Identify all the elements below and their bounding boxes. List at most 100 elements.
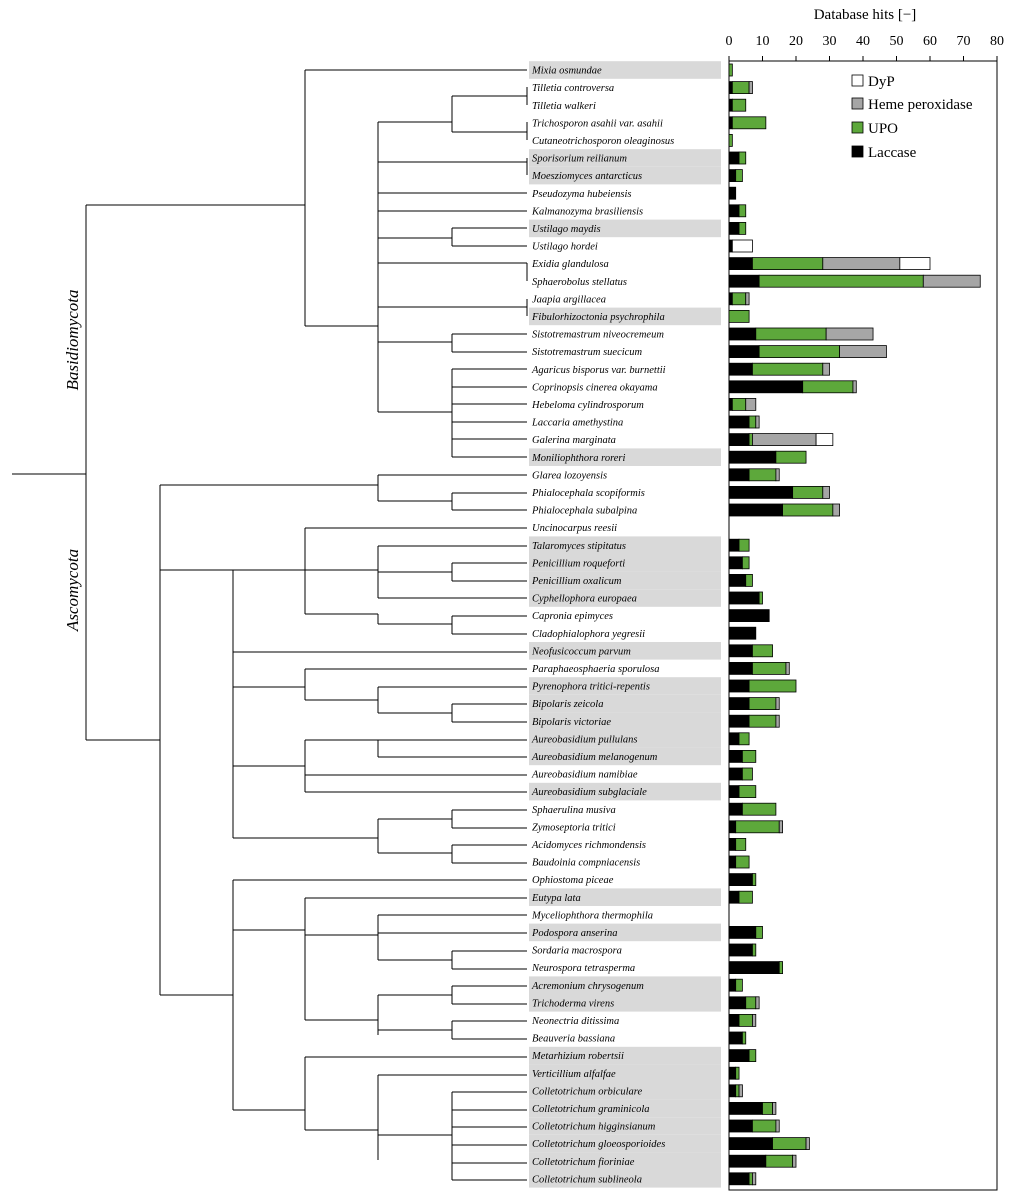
- species-label-beauveria-bassiana: Beauveria bassiana: [532, 1034, 615, 1045]
- bar-penicillium-oxalicum-laccase: [728, 574, 747, 587]
- highlight-sporisorium-reilianum: [529, 149, 721, 167]
- species-labels: Mixia osmundae Tilletia controversa Tillet…: [531, 66, 674, 1186]
- bar-trichoderma-virens-upo: [745, 996, 757, 1010]
- species-label-sordaria-macrospora: Sordaria macrospora: [532, 946, 622, 957]
- bar-sporisorium-reilianum-upo: [738, 151, 747, 165]
- bar-tilletia-walkeri-upo: [731, 98, 747, 112]
- bar-paraphaeosphaeria-sporulosa-upo: [752, 662, 787, 675]
- highlight-podospora-anserina: [529, 923, 721, 942]
- species-label-colletotrichum-gloeosporioides: Colletotrichum gloeosporioides: [532, 1139, 665, 1150]
- species-label-penicillium-oxalicum: Penicillium oxalicum: [531, 576, 622, 587]
- bar-colletotrichum-higginsianum-upo: [752, 1119, 777, 1133]
- bar-moniliophthora-roreri-laccase: [728, 450, 777, 464]
- bar-hebeloma-cylindrosporum-heme-peroxidase: [745, 397, 757, 411]
- highlight-bipolaris-victoriae: [529, 712, 721, 730]
- bar-penicillium-roqueforti-upo: [742, 556, 750, 570]
- bar-jaapia-argillacea-heme-peroxidase: [745, 292, 750, 306]
- species-label-moesziomyces-antarcticus: Moesziomyces antarcticus: [531, 171, 642, 182]
- species-label-colletotrichum-orbiculare: Colletotrichum orbiculare: [532, 1086, 642, 1097]
- bar-cutaneotrichosporon-oleaginosus-upo: [728, 133, 733, 147]
- highlight-trichoderma-virens: [529, 994, 721, 1012]
- bar-sphaerobolus-stellatus-laccase: [728, 274, 760, 288]
- species-label-colletotrichum-higginsianum: Colletotrichum higginsianum: [532, 1122, 656, 1133]
- bar-kalmanozyma-brasiliensis-laccase: [728, 204, 740, 218]
- phylum-label-ascomycota: Ascomycota: [63, 549, 82, 632]
- bar-verticillium-alfalfae-upo: [735, 1066, 740, 1080]
- bar-phialocephala-scopiformis-upo: [792, 485, 824, 499]
- legend-swatch-heme-peroxidase: [851, 97, 864, 110]
- highlight-aureobasidium-subglaciale: [529, 782, 721, 801]
- bar-trichosporon-asahii-var-asahii-upo: [731, 116, 767, 130]
- bar-colletotrichum-sublineola-laccase: [728, 1172, 750, 1186]
- bar-hebeloma-cylindrosporum-upo: [731, 397, 747, 411]
- bar-penicillium-oxalicum-upo: [745, 574, 753, 587]
- species-label-talaromyces-stipitatus: Talaromyces stipitatus: [532, 541, 626, 552]
- species-label-podospora-anserina: Podospora anserina: [531, 928, 617, 939]
- bar-aureobasidium-pullulans-laccase: [728, 732, 740, 746]
- species-label-kalmanozyma-brasiliensis: Kalmanozyma brasiliensis: [531, 206, 643, 217]
- bar-aureobasidium-subglaciale-upo: [738, 785, 757, 798]
- bar-colletotrichum-fioriniae-laccase: [728, 1154, 767, 1168]
- bar-aureobasidium-pullulans-upo: [738, 732, 750, 746]
- legend-label-laccase: Laccase: [868, 145, 917, 161]
- bar-phialocephala-scopiformis-heme-peroxidase: [822, 485, 830, 499]
- bar-eutypa-lata-laccase: [728, 890, 740, 904]
- species-label-trichoderma-virens: Trichoderma virens: [532, 998, 614, 1009]
- bar-tilletia-walkeri-laccase: [728, 98, 733, 112]
- bar-verticillium-alfalfae-laccase: [728, 1066, 737, 1080]
- species-label-tilletia-controversa: Tilletia controversa: [532, 83, 614, 94]
- bar-neofusicoccum-parvum-upo: [752, 644, 773, 658]
- species-label-cutaneotrichosporon-oleaginosus: Cutaneotrichosporon oleaginosus: [532, 136, 674, 147]
- bar-podospora-anserina-upo: [755, 926, 763, 939]
- bar-tilletia-controversa-laccase: [728, 81, 733, 94]
- bar-jaapia-argillacea-upo: [731, 292, 747, 306]
- phylogenetic-tree: [12, 69, 528, 1181]
- stacked-bars: [728, 63, 981, 1186]
- bar-aureobasidium-namibiae-upo: [742, 767, 753, 781]
- bar-neurospora-tetrasperma-laccase: [728, 961, 780, 974]
- bar-pyrenophora-tritici-repentis-laccase: [728, 679, 750, 693]
- bar-neurospora-tetrasperma-upo: [778, 961, 783, 974]
- bar-fibulorhizoctonia-psychrophila-upo: [728, 309, 750, 323]
- species-label-colletotrichum-fioriniae: Colletotrichum fioriniae: [532, 1157, 635, 1168]
- bar-ustilago-hordei-dyp: [731, 239, 753, 253]
- species-label-neofusicoccum-parvum: Neofusicoccum parvum: [531, 646, 631, 657]
- species-label-agaricus-bisporus-var-burnettii: Agaricus bisporus var. burnettii: [531, 365, 666, 376]
- species-label-phialocephala-subalpina: Phialocephala subalpina: [531, 506, 637, 517]
- plot-frame: [728, 60, 998, 1191]
- bar-tilletia-controversa-heme-peroxidase: [748, 81, 753, 94]
- species-label-paraphaeosphaeria-sporulosa: Paraphaeosphaeria sporulosa: [531, 664, 659, 675]
- highlight-colletotrichum-fioriniae: [529, 1152, 721, 1170]
- bar-zymoseptoria-tritici-heme-peroxidase: [778, 820, 783, 834]
- species-label-ustilago-hordei: Ustilago hordei: [532, 242, 598, 253]
- species-label-aureobasidium-namibiae: Aureobasidium namibiae: [531, 770, 638, 781]
- species-label-neonectria-ditissima: Neonectria ditissima: [531, 1016, 619, 1027]
- bar-moesziomyces-antarcticus-upo: [735, 169, 743, 183]
- bar-talaromyces-stipitatus-upo: [738, 538, 750, 552]
- species-label-ustilago-maydis: Ustilago maydis: [532, 224, 601, 235]
- species-label-zymoseptoria-tritici: Zymoseptoria tritici: [532, 822, 616, 833]
- bar-colletotrichum-orbiculare-upo: [735, 1084, 740, 1098]
- bar-metarhizium-robertsii-upo: [748, 1049, 757, 1062]
- bar-colletotrichum-gloeosporioides-heme-peroxidase: [805, 1137, 810, 1150]
- species-label-sistotremastrum-suecicum: Sistotremastrum suecicum: [532, 347, 643, 358]
- highlight-ustilago-maydis: [529, 219, 721, 238]
- bar-capronia-epimyces-laccase: [728, 609, 770, 622]
- highlight-cyphellophora-europaea: [529, 589, 721, 607]
- highlight-bipolaris-zeicola: [529, 694, 721, 713]
- species-label-pyrenophora-tritici-repentis: Pyrenophora tritici-repentis: [531, 682, 650, 693]
- species-label-pseudozyma-hubeiensis: Pseudozyma hubeiensis: [531, 189, 631, 200]
- species-label-tilletia-walkeri: Tilletia walkeri: [532, 101, 596, 112]
- bar-neofusicoccum-parvum-laccase: [728, 644, 753, 658]
- bar-colletotrichum-graminicola-laccase: [728, 1102, 763, 1115]
- x-tick-label: 80: [990, 34, 1004, 49]
- bar-podospora-anserina-laccase: [728, 926, 757, 939]
- bar-galerina-marginata-dyp: [815, 433, 834, 447]
- highlight-colletotrichum-sublineola: [529, 1170, 721, 1188]
- x-tick-label: 40: [856, 34, 870, 49]
- bar-colletotrichum-fioriniae-upo: [765, 1154, 794, 1168]
- bar-phialocephala-subalpina-laccase: [728, 503, 783, 517]
- bar-moniliophthora-roreri-upo: [775, 450, 807, 464]
- highlight-penicillium-oxalicum: [529, 571, 721, 590]
- bar-aureobasidium-namibiae-laccase: [728, 767, 743, 781]
